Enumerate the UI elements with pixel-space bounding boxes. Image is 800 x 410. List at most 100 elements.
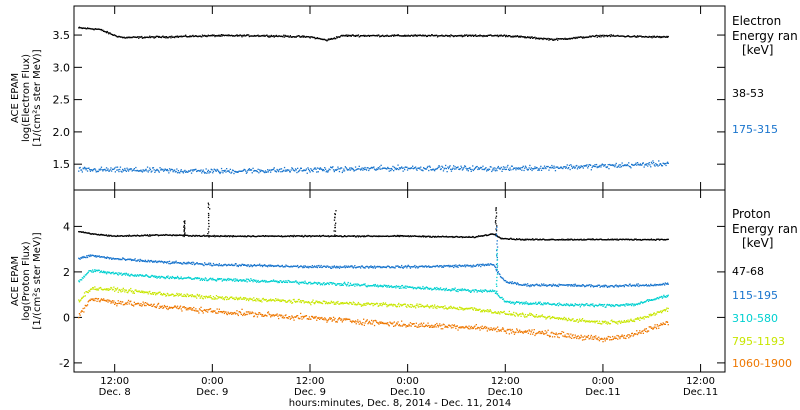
data-point [484, 264, 486, 266]
data-point [381, 235, 383, 238]
data-point [525, 283, 527, 286]
data-point [477, 35, 480, 37]
data-point [584, 319, 586, 322]
data-point [442, 306, 444, 309]
data-point [294, 36, 296, 38]
data-point [499, 35, 502, 37]
data-point [429, 235, 431, 237]
data-point [131, 170, 133, 172]
data-point [137, 274, 139, 276]
data-point [648, 285, 650, 287]
data-point [581, 318, 584, 320]
data-point [256, 35, 258, 37]
data-point [202, 264, 204, 266]
data-point [393, 266, 395, 268]
data-point [533, 285, 535, 287]
data-point [613, 164, 615, 166]
data-point [202, 169, 204, 171]
data-point [175, 35, 177, 37]
data-point [377, 266, 379, 268]
data-point [462, 265, 464, 267]
data-point [212, 34, 214, 36]
data-point [614, 304, 617, 306]
data-point [298, 35, 300, 37]
data-point [187, 234, 189, 237]
data-point [653, 285, 655, 287]
data-point [456, 290, 458, 292]
data-point [309, 265, 311, 268]
data-point [536, 37, 538, 39]
data-point [332, 38, 334, 40]
data-point [280, 300, 283, 302]
data-point [598, 166, 600, 168]
data-point [199, 170, 201, 172]
data-point [612, 164, 614, 166]
data-point [349, 301, 351, 304]
data-point [308, 235, 310, 237]
data-point [266, 34, 268, 36]
data-point [564, 319, 566, 321]
data-point [500, 166, 502, 169]
data-point [497, 312, 499, 315]
data-point [545, 284, 547, 286]
data-point [273, 36, 275, 38]
legend-entry-0-0: 38-53 [732, 87, 764, 100]
data-point [562, 38, 564, 40]
data-point [283, 235, 286, 238]
data-point [610, 238, 612, 240]
data-point [216, 279, 218, 281]
data-point [571, 38, 573, 40]
data-point [168, 260, 171, 262]
data-point [217, 264, 219, 266]
data-point [393, 234, 395, 237]
data-point [94, 255, 97, 257]
data-point [548, 316, 550, 318]
data-point [414, 264, 416, 267]
data-point [519, 313, 521, 315]
data-point [133, 259, 135, 261]
data-point [251, 172, 253, 174]
data-point [539, 37, 541, 39]
data-point [239, 170, 241, 172]
data-point [299, 36, 301, 38]
data-point [113, 300, 115, 302]
data-point [462, 35, 464, 37]
data-point [259, 281, 261, 283]
data-point [196, 35, 198, 38]
data-point [177, 234, 179, 236]
data-point [644, 315, 646, 318]
data-point [339, 284, 341, 287]
data-point [218, 34, 220, 36]
data-point [508, 169, 510, 171]
data-point [380, 302, 382, 305]
data-point [536, 316, 538, 318]
data-point [581, 284, 584, 286]
data-point [620, 304, 622, 306]
data-point [93, 270, 95, 272]
data-point [302, 267, 304, 269]
data-point [198, 263, 200, 265]
data-point [220, 264, 222, 267]
data-point [142, 260, 144, 262]
data-point [412, 35, 414, 37]
data-point [552, 238, 554, 240]
data-point [480, 35, 483, 37]
data-point [314, 266, 316, 268]
data-point [602, 322, 604, 324]
data-point [183, 235, 185, 237]
data-point [401, 284, 404, 287]
data-point [516, 301, 519, 303]
data-point [371, 235, 373, 237]
data-point [116, 169, 118, 171]
data-point [425, 168, 427, 170]
data-point [128, 36, 130, 38]
data-point [386, 306, 388, 308]
data-point [628, 35, 630, 37]
data-point [655, 36, 658, 38]
data-point [134, 303, 136, 306]
data-point [661, 238, 663, 240]
data-point [419, 286, 421, 288]
data-point [634, 304, 636, 306]
data-point [518, 301, 520, 303]
data-point [166, 168, 168, 171]
